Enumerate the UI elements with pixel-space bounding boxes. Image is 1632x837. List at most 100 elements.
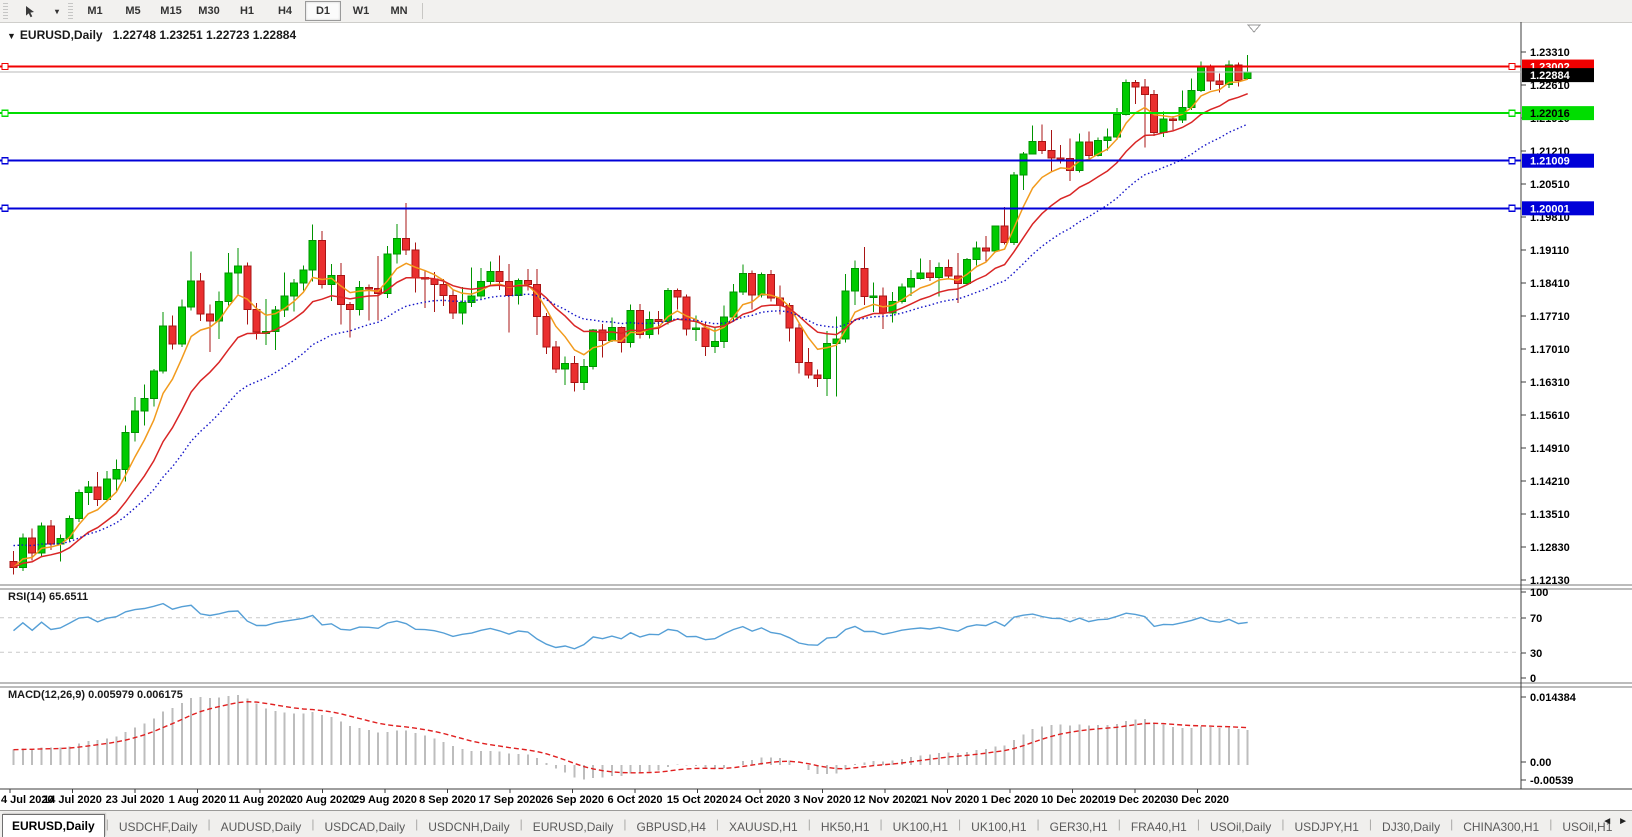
- bottom-tab-uk100-h1-10[interactable]: UK100,H1: [971, 820, 1027, 834]
- tab-divider: |: [415, 817, 419, 831]
- timeframe-toolbar: ▾ M1 M5 M15 M30 H1 H4 D1 W1 MN: [0, 0, 1632, 23]
- timeframe-button-m1[interactable]: M1: [87, 5, 103, 17]
- bottom-tab-usdchf-daily-1[interactable]: USDCHF,Daily: [118, 820, 198, 834]
- timeframe-button-d1[interactable]: D1: [305, 1, 341, 21]
- cursor-icon: [25, 5, 34, 17]
- svg-text:1.22610: 1.22610: [1530, 80, 1570, 92]
- collapse-triangle-icon[interactable]: ▼: [7, 31, 16, 41]
- toolbar-grip2: [68, 3, 73, 19]
- svg-text:1.23310: 1.23310: [1530, 47, 1570, 59]
- svg-text:21 Nov 2020: 21 Nov 2020: [916, 794, 980, 806]
- indicator-series: [0, 602, 1521, 780]
- ma-slow-line: [13, 123, 1248, 547]
- moving-average-lines: [12, 78, 1248, 569]
- timeframe-button-h4[interactable]: H4: [277, 5, 293, 17]
- svg-text:1.16310: 1.16310: [1530, 377, 1570, 389]
- line-handle[interactable]: [1508, 204, 1516, 213]
- line-handle[interactable]: [1508, 62, 1516, 71]
- line-handle[interactable]: [1508, 109, 1516, 117]
- line-handle[interactable]: [1, 156, 9, 165]
- tab-divider: |: [1117, 817, 1121, 831]
- toolbar-separator: [422, 3, 423, 19]
- bottom-tab-audusd-daily-2[interactable]: AUDUSD,Daily: [220, 820, 302, 834]
- tab-scroll-right-icon[interactable]: ►: [1618, 816, 1628, 827]
- tab-divider: |: [207, 817, 211, 831]
- macd-histogram: [12, 694, 1249, 780]
- svg-text:100: 100: [1530, 587, 1548, 599]
- macd-signal-line: [13, 700, 1248, 774]
- bottom-tab-usdcad-daily-3[interactable]: USDCAD,Daily: [324, 820, 406, 834]
- chart-canvas[interactable]: 1.233101.226101.219101.212101.205101.198…: [0, 22, 1632, 810]
- symbol-tab-bar: EURUSD,Daily | USDCHF,Daily | AUDUSD,Daily | U…: [0, 810, 1632, 837]
- bottom-tab-gbpusd-h4-6[interactable]: GBPUSD,H4: [636, 820, 706, 834]
- chart-shift-marker-icon[interactable]: [1246, 24, 1262, 33]
- svg-text:4 Jul 2020: 4 Jul 2020: [1, 794, 54, 806]
- svg-text:10 Dec 2020: 10 Dec 2020: [1041, 794, 1104, 806]
- svg-text:1.17010: 1.17010: [1530, 344, 1570, 356]
- line-handle[interactable]: [1, 204, 9, 213]
- tab-scroll-left-icon[interactable]: ◄: [1602, 816, 1613, 827]
- tab-divider: |: [1549, 817, 1553, 831]
- timeframe-button-m30[interactable]: M30: [198, 5, 220, 17]
- bottom-tab-ger30-h1-11[interactable]: GER30,H1: [1049, 820, 1108, 834]
- chart-symbol-label: EURUSD,Daily: [19, 28, 103, 42]
- bottom-tab-eurusd-daily-0[interactable]: EURUSD,Daily: [2, 814, 105, 837]
- macd-indicator-label: MACD(12,26,9) 0.005979 0.006175: [8, 689, 183, 701]
- rsi-indicator-label: RSI(14) 65.6511: [8, 591, 89, 603]
- tab-divider: |: [879, 817, 883, 831]
- bottom-tab-uk100-h1-9[interactable]: UK100,H1: [892, 820, 949, 834]
- bottom-tab-xauusd-h1-7[interactable]: XAUUSD,H1: [729, 820, 798, 834]
- svg-text:11 Aug 2020: 11 Aug 2020: [228, 794, 291, 806]
- timeframe-button-mn[interactable]: MN: [390, 5, 408, 17]
- svg-text:1.22884: 1.22884: [1530, 70, 1571, 82]
- svg-text:70: 70: [1530, 613, 1542, 625]
- cursor-tool-dropdown[interactable]: ▾: [54, 6, 59, 16]
- chart-header: ▼ EURUSD,Daily 1.22748 1.23251 1.22723 1.2…: [7, 28, 296, 42]
- bottom-tab-eurusd-daily-5[interactable]: EURUSD,Daily: [532, 820, 614, 834]
- tab-divider: |: [311, 817, 315, 831]
- svg-text:0: 0: [1530, 673, 1536, 685]
- svg-text:30 Dec 2020: 30 Dec 2020: [1166, 794, 1229, 806]
- svg-text:14 Jul 2020: 14 Jul 2020: [43, 794, 102, 806]
- bottom-tab-dj30-daily-15[interactable]: DJ30,Daily: [1382, 820, 1441, 834]
- bottom-tab-hk50-h1-8[interactable]: HK50,H1: [820, 820, 870, 834]
- line-handle[interactable]: [1, 109, 9, 117]
- tab-scroll-arrows: ◄ ►: [1602, 816, 1628, 827]
- svg-text:3 Nov 2020: 3 Nov 2020: [794, 794, 851, 806]
- svg-text:29 Aug 2020: 29 Aug 2020: [353, 794, 417, 806]
- bottom-tab-usoil-daily-13[interactable]: USOil,Daily: [1209, 820, 1272, 834]
- rsi-line: [13, 602, 1248, 650]
- timeframe-buttons: M1 M5 M15 M30 H1 H4 D1 W1 MN: [76, 1, 418, 21]
- timeframe-button-m5[interactable]: M5: [125, 5, 141, 17]
- svg-text:1.14910: 1.14910: [1530, 443, 1570, 455]
- svg-text:1.15610: 1.15610: [1530, 410, 1570, 422]
- tab-divider: |: [958, 817, 962, 831]
- ma-mid-line: [13, 93, 1248, 569]
- tab-divider: |: [105, 817, 109, 831]
- svg-text:1.19110: 1.19110: [1530, 245, 1569, 257]
- svg-text:1.20510: 1.20510: [1530, 179, 1570, 191]
- svg-text:1.17710: 1.17710: [1530, 311, 1570, 323]
- bottom-tab-fra40-h1-12[interactable]: FRA40,H1: [1130, 820, 1187, 834]
- timeframe-button-h1[interactable]: H1: [239, 5, 255, 17]
- horizontal-price-lines[interactable]: [0, 62, 1521, 213]
- svg-text:30: 30: [1530, 648, 1542, 660]
- timeframe-button-w1[interactable]: W1: [352, 5, 370, 17]
- tab-divider: |: [519, 817, 523, 831]
- tab-divider: |: [1036, 817, 1040, 831]
- tab-divider: |: [807, 817, 811, 831]
- cursor-tool-button[interactable]: [12, 1, 48, 21]
- svg-text:1 Dec 2020: 1 Dec 2020: [982, 794, 1039, 806]
- svg-text:17 Sep 2020: 17 Sep 2020: [479, 794, 542, 806]
- line-handle[interactable]: [1508, 156, 1516, 165]
- line-handle[interactable]: [1, 62, 9, 71]
- tab-divider: |: [715, 817, 720, 831]
- bottom-tab-usoil-h1-17[interactable]: USOil,H1: [1562, 820, 1613, 834]
- svg-text:-0.00539: -0.00539: [1530, 775, 1573, 787]
- bottom-tab-usdjpy-h1-14[interactable]: USDJPY,H1: [1294, 820, 1359, 834]
- timeframe-button-m15[interactable]: M15: [160, 5, 182, 17]
- svg-text:1.12830: 1.12830: [1530, 542, 1570, 554]
- bottom-tab-china300-h1-16[interactable]: CHINA300,H1: [1463, 820, 1540, 834]
- bottom-tab-usdcnh-daily-4[interactable]: USDCNH,Daily: [428, 820, 510, 834]
